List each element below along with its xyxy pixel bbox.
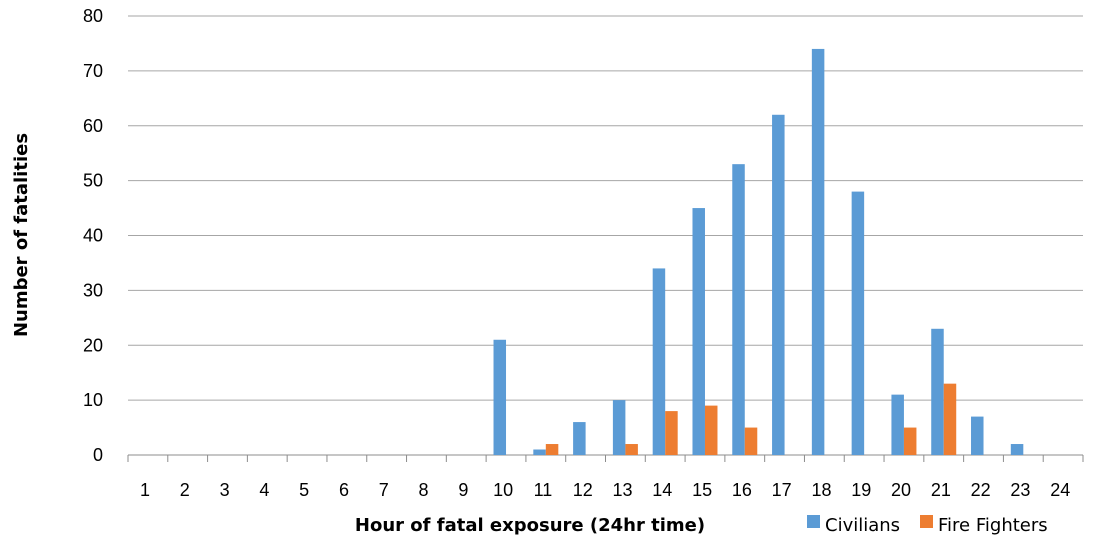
legend-label-fire-fighters: Fire Fighters [938,515,1048,536]
bar-fire-fighters-20 [903,427,917,455]
y-tick-label: 10 [83,390,103,410]
y-tick-label: 60 [83,116,103,136]
x-tick-label: 19 [851,480,871,500]
x-tick-label: 11 [534,480,553,500]
y-tick-label: 40 [83,226,103,246]
bar-civilians-10 [493,339,507,455]
x-tick-label: 12 [573,480,593,500]
x-tick-label: 9 [458,480,468,500]
bar-civilians-23 [1010,444,1024,455]
x-tick-label: 10 [493,480,513,500]
bar-fire-fighters-13 [625,444,638,455]
y-tick-label: 80 [83,6,103,26]
x-tick-label: 21 [931,480,951,500]
y-tick-label: 30 [83,280,103,300]
bar-fire-fighters-14 [665,411,678,455]
x-tick-label: 5 [299,480,309,500]
legend-swatch-civilians [807,515,820,528]
bar-civilians-22 [971,416,984,455]
x-tick-label: 20 [891,480,911,500]
x-tick-label: 2 [180,480,190,500]
bar-civilians-12 [573,422,586,455]
bar-civilians-16 [732,164,745,455]
y-axis-title: Number of fatalities [11,133,32,337]
x-tick-label: 14 [652,480,672,500]
bar-fire-fighters-16 [744,427,758,455]
x-tick-label: 3 [220,480,230,500]
x-tick-label: 18 [811,480,831,500]
bar-fire-fighters-11 [545,444,559,455]
y-tick-label: 50 [83,171,103,191]
x-tick-label: 4 [259,480,269,500]
bar-civilians-17 [772,114,785,456]
bar-fire-fighters-15 [704,405,718,455]
x-tick-label: 22 [971,480,991,500]
bar-civilians-18 [811,48,825,456]
y-axis-ticks: 0 10 20 30 40 50 60 70 80 [83,6,103,465]
legend-label-civilians: Civilians [825,515,900,536]
x-axis [127,454,1084,462]
bar-civilians-19 [851,191,865,455]
y-tick-label: 0 [93,445,103,465]
gridlines [128,15,1083,401]
x-tick-label: 23 [1010,480,1030,500]
x-tick-label: 24 [1050,480,1070,500]
bar-civilians-20 [891,394,904,455]
x-axis-title: Hour of fatal exposure (24hr time) [355,515,705,536]
x-tick-label: 1 [140,480,150,500]
x-tick-label: 16 [732,480,752,500]
legend: Civilians Fire Fighters [807,515,1048,536]
bar-civilians-13 [612,400,626,455]
y-tick-label: 70 [83,61,103,81]
bar-civilians-21 [931,328,944,455]
y-tick-label: 20 [83,335,103,355]
bar-civilians-11 [533,449,546,455]
bar-civilians-15 [692,208,705,455]
bars [493,48,1024,456]
x-tick-label: 17 [772,480,792,500]
legend-swatch-fire-fighters [920,515,933,528]
x-tick-label: 7 [379,480,389,500]
x-tick-label: 13 [612,480,632,500]
x-tick-label: 15 [692,480,712,500]
x-tick-label: 8 [419,480,429,500]
x-tick-label: 6 [339,480,349,500]
bar-civilians-14 [652,268,666,455]
bar-fire-fighters-21 [943,383,957,455]
x-axis-ticks: 1 2 3 4 5 6 7 8 9 10 11 12 13 14 15 16 17 18 19 20 21 22 23 24 [140,480,1070,500]
